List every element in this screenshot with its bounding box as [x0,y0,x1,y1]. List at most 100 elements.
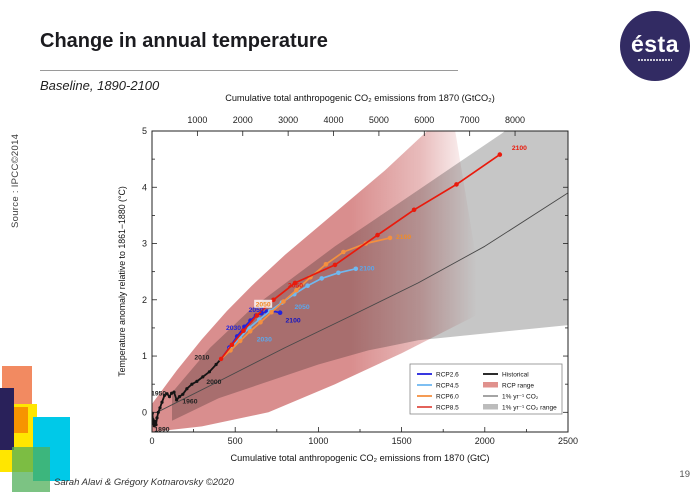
slide-subtitle: Baseline, 1890-2100 [40,78,160,93]
series-line-one-percent [156,192,568,413]
data-point-rcp85 [229,342,235,348]
y-tick-label: 4 [142,182,147,192]
x-top-axis-title: Cumulative total anthropogenic CO₂ emiss… [225,93,495,103]
chart-legend: RCP2.6 RCP4.5 RCP6.0 RCP8.5 Historical RCP ra… [409,363,563,415]
year-label: 2100 [512,145,527,152]
source-label: Source : IPCC©2014 [10,133,21,228]
y-tick-label: 1 [142,351,147,361]
series-line-rcp45 [220,267,357,360]
data-point-historical [167,395,172,399]
plot-region [152,131,568,432]
legend-label: RCP range [502,382,534,389]
data-point-rcp60 [269,309,274,315]
year-label: 2050 [256,302,271,309]
x-top-tick-label: 8000 [505,115,525,125]
year-annotations: 1890 1950 1960 2000 2010 2030 2050 2100 2030 2050… [151,145,527,433]
data-point-rcp60 [387,235,393,241]
data-point-rcp45 [353,266,359,272]
deco-square-navy [0,388,14,450]
legend-swatch [483,382,498,388]
legend-swatch [483,404,498,410]
year-label: 2050 [249,307,264,314]
deco-square-green [12,447,50,492]
legend-label: RCP6.0 [436,393,459,400]
legend-label: 1% yr⁻¹ CO₂ [502,393,539,400]
year-label: 2030 [226,325,241,332]
data-point-rcp45 [336,270,341,276]
data-point-rcp45 [305,283,310,288]
esta-logo: ésta [620,11,690,81]
data-point-historical [177,395,182,399]
year-label: 2000 [206,379,221,386]
year-label: 2010 [194,354,209,361]
title-divider [40,70,458,71]
data-point-historical [160,400,164,404]
legend-label: 1% yr⁻¹ CO₂ range [502,404,557,411]
x-top-tick-label: 1000 [187,115,207,125]
data-point-rcp85 [241,328,246,333]
axis-ticks [151,130,569,432]
data-point-rcp60 [294,287,299,293]
data-point-historical [153,419,157,423]
data-point-rcp85 [454,182,459,187]
band-co2-range [172,131,568,421]
y-tick-label: 0 [142,407,147,417]
data-point-historical [155,416,159,420]
data-point-rcp85 [332,262,338,268]
data-point-historical [175,398,179,402]
x-tick-label: 2500 [558,436,578,446]
data-point-rcp85 [411,207,417,213]
data-point-rcp85 [292,280,298,286]
year-label: 2050 [295,304,310,311]
data-point-historical [214,362,218,367]
data-point-historical [201,375,205,379]
logo-tagline [638,59,672,61]
x-tick-label: 0 [149,436,154,446]
data-point-historical [185,387,189,391]
x-top-tick-label: 7000 [460,115,480,125]
x-top-tick-label: 5000 [369,115,389,125]
x-top-tick-label: 6000 [414,115,434,125]
data-point-historical [154,423,158,427]
year-label: 2100 [359,266,374,273]
x-tick-label: 1500 [392,436,412,446]
year-label: 2100 [286,317,301,324]
legend-label: RCP4.5 [436,382,459,389]
x-tick-label: 2000 [475,436,495,446]
year-label: 1950 [151,390,166,397]
data-point-rcp60 [247,329,253,334]
year-label: 1960 [182,398,197,405]
data-point-rcp60 [281,299,286,304]
deco-square-orange [13,407,28,433]
year-label: 2050 [288,282,303,289]
data-point-rcp60 [237,338,243,344]
x-top-tick-label: 4000 [324,115,344,125]
data-point-historical [181,392,185,396]
year-label: 1890 [154,426,169,433]
annotation-box [254,299,273,308]
data-point-historical [195,379,199,383]
legend-label: RCP2.6 [436,371,459,378]
year-label: 2030 [257,336,272,343]
data-point-rcp26 [277,310,283,315]
slide-title: Change in annual temperature [40,30,328,52]
data-point-historical [172,390,176,394]
legend-label: RCP8.5 [436,404,459,411]
data-point-historical [158,406,162,410]
page-number: 19 [679,469,690,480]
data-point-historical [165,392,169,396]
data-point-rcp85 [254,313,260,318]
axis-tick-labels: 0 500 1000 1500 2000 2500 1000 2000 3000 4000 5000… [142,115,578,446]
y-tick-label: 2 [142,295,147,305]
x-tick-label: 500 [228,436,243,446]
data-point-rcp85 [271,297,276,303]
data-point-rcp45 [319,276,324,281]
data-point-historical [207,370,211,374]
footer-credit: Sarah Alavi & Grégory Kotnarovsky ©2020 [54,477,234,488]
data-point-historical [190,382,194,386]
x-tick-label: 1000 [308,436,328,446]
emissions-temperature-chart: 1890195019602000201020302050210020302050… [117,93,578,463]
data-point-historical [162,393,167,397]
x-axis-title: Cumulative total anthropogenic CO₂ emiss… [231,453,490,463]
